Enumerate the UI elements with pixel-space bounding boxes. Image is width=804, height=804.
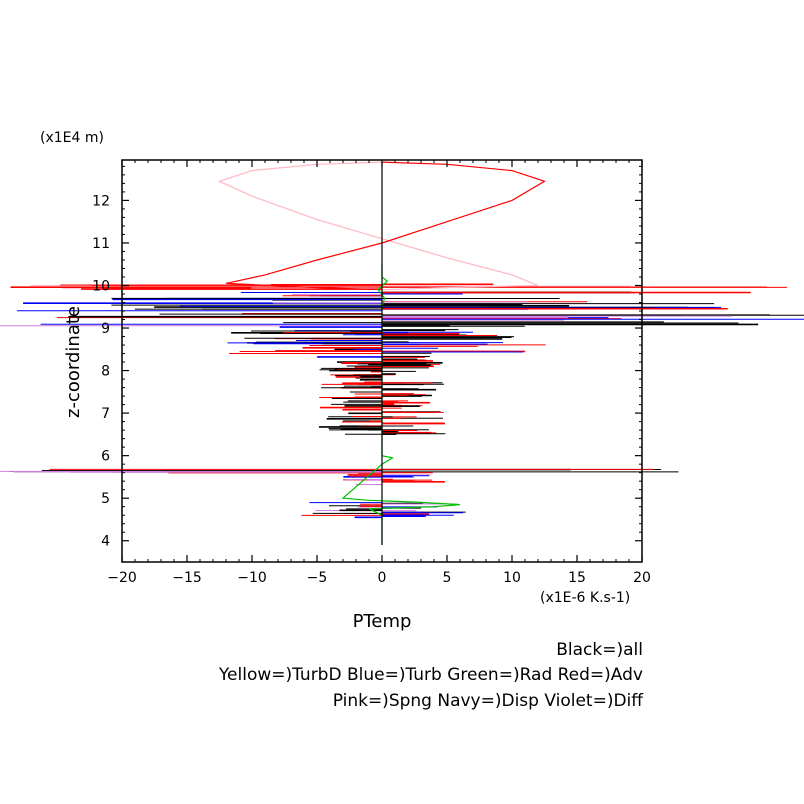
x-tick-label: −5 — [307, 570, 328, 586]
x-tick-label: −20 — [107, 570, 137, 586]
x-tick-label: 5 — [443, 570, 452, 586]
y-tick-label: 5 — [101, 491, 110, 507]
spike-band-1 — [0, 291, 804, 327]
x-unit-label: (x1E-6 K.s-1) — [540, 590, 630, 606]
x-axis-title: PTemp — [353, 611, 412, 632]
y-unit-label: (x1E4 m) — [40, 130, 104, 146]
spike-band-2 — [227, 325, 546, 358]
x-tick-label: 10 — [503, 570, 521, 586]
y-tick-label: 12 — [92, 193, 110, 209]
spike-band-5 — [343, 472, 445, 486]
legend-line-3: Pink=)Spng Navy=)Disp Violet=)Diff — [333, 691, 645, 711]
x-tick-label: 0 — [378, 570, 387, 586]
legend: Black=)all Yellow=)TurbD Blue=)Turb Gree… — [218, 640, 644, 711]
spike-band-6 — [301, 502, 466, 519]
y-tick-label: 9 — [101, 321, 110, 337]
y-tick-label: 7 — [101, 406, 110, 422]
y-axis-title: z-coordinate — [63, 306, 84, 418]
y-tick-label: 11 — [92, 236, 110, 252]
series-line-adv — [225, 161, 546, 291]
series-line-spng — [217, 161, 539, 291]
legend-line-1: Black=)all — [556, 640, 643, 660]
legend-line-2: Yellow=)TurbD Blue=)Turb Green=)Rad Red=… — [218, 665, 643, 685]
x-tick-label: −10 — [237, 570, 267, 586]
x-tick-label: 20 — [633, 570, 651, 586]
spike-band-3 — [318, 358, 446, 435]
y-tick-label: 4 — [101, 534, 110, 550]
y-tick-label: 10 — [92, 278, 110, 294]
spike-band-4 — [0, 468, 679, 474]
x-tick-label: 15 — [568, 570, 586, 586]
x-tick-label: −15 — [172, 570, 202, 586]
y-tick-label: 8 — [101, 364, 110, 380]
y-tick-label: 6 — [101, 449, 110, 465]
